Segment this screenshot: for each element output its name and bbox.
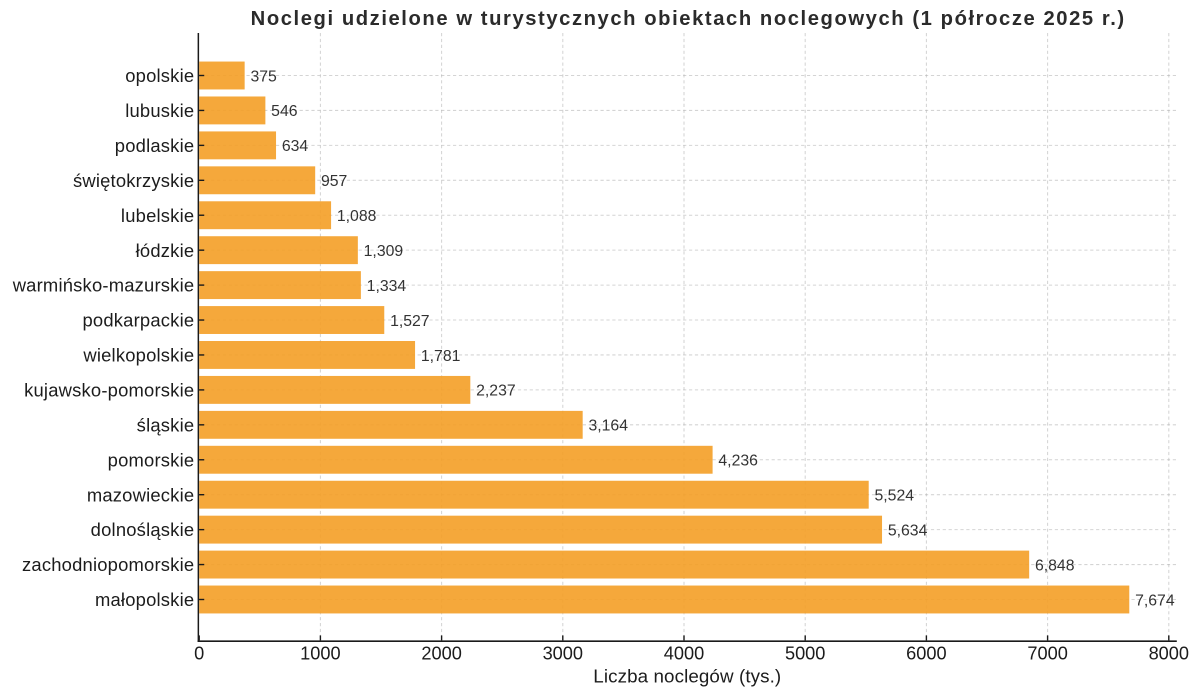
svg-text:1,309: 1,309	[364, 243, 404, 260]
svg-text:łódzkie: łódzkie	[136, 240, 195, 261]
svg-text:2,237: 2,237	[476, 383, 516, 400]
svg-text:podlaskie: podlaskie	[115, 135, 195, 156]
svg-text:opolskie: opolskie	[125, 65, 194, 86]
svg-text:małopolskie: małopolskie	[95, 589, 194, 610]
svg-text:2000: 2000	[421, 644, 461, 664]
svg-text:0: 0	[194, 644, 204, 664]
svg-text:634: 634	[282, 138, 309, 155]
svg-text:5,634: 5,634	[888, 522, 928, 539]
svg-text:warmińsko-mazurskie: warmińsko-mazurskie	[12, 275, 195, 296]
svg-text:375: 375	[250, 68, 277, 85]
svg-text:Noclegi udzielone w turystyczn: Noclegi udzielone w turystycznych obiekt…	[251, 8, 1126, 30]
svg-text:dolnośląskie: dolnośląskie	[91, 519, 195, 540]
svg-text:957: 957	[321, 173, 347, 190]
svg-text:1,334: 1,334	[367, 278, 407, 295]
svg-text:pomorskie: pomorskie	[108, 449, 195, 470]
svg-text:1,088: 1,088	[337, 208, 377, 225]
svg-text:5000: 5000	[785, 644, 825, 664]
svg-text:8000: 8000	[1149, 644, 1189, 664]
svg-text:podkarpackie: podkarpackie	[83, 310, 195, 331]
svg-text:6000: 6000	[906, 644, 946, 664]
svg-text:6,848: 6,848	[1035, 557, 1075, 574]
svg-text:1,781: 1,781	[421, 348, 461, 365]
svg-text:4,236: 4,236	[718, 453, 758, 470]
svg-text:1,527: 1,527	[390, 313, 430, 330]
svg-text:śląskie: śląskie	[137, 414, 195, 435]
svg-text:546: 546	[271, 103, 298, 120]
svg-text:3000: 3000	[543, 644, 583, 664]
svg-text:3,164: 3,164	[588, 418, 628, 435]
svg-text:lubuskie: lubuskie	[125, 100, 194, 121]
svg-text:1000: 1000	[300, 644, 340, 664]
svg-text:Liczba noclegów (tys.): Liczba noclegów (tys.)	[593, 665, 781, 686]
svg-text:zachodniopomorskie: zachodniopomorskie	[22, 554, 194, 575]
svg-text:7,674: 7,674	[1135, 592, 1175, 609]
svg-text:lubelskie: lubelskie	[121, 205, 194, 226]
svg-text:kujawsko-pomorskie: kujawsko-pomorskie	[24, 380, 194, 401]
svg-text:mazowieckie: mazowieckie	[87, 484, 194, 505]
svg-text:7000: 7000	[1027, 644, 1067, 664]
svg-text:wielkopolskie: wielkopolskie	[82, 345, 194, 366]
svg-text:5,524: 5,524	[875, 488, 915, 505]
svg-text:4000: 4000	[664, 644, 704, 664]
svg-text:świętokrzyskie: świętokrzyskie	[73, 170, 194, 191]
